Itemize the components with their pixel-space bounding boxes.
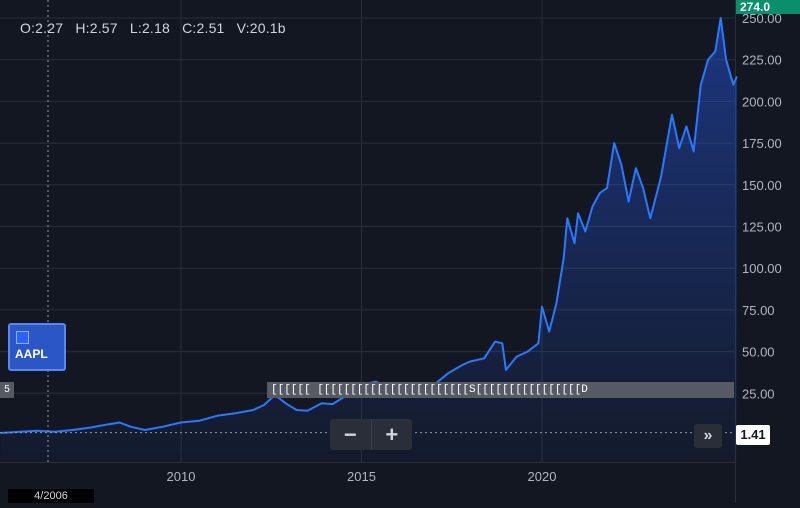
event-marker-strip[interactable]: [[[[[[ [[[[[[[[[[[[[[[[[[[[[[[S[[[[[[[[[… bbox=[267, 382, 734, 398]
zoom-in-button[interactable]: + bbox=[370, 419, 413, 450]
zoom-out-button[interactable]: − bbox=[343, 421, 357, 447]
low-value: L:2.18 bbox=[129, 20, 170, 36]
y-tick-label: 75.00 bbox=[742, 303, 775, 318]
high-value: H:2.57 bbox=[75, 20, 118, 36]
y-tick-label: 100.00 bbox=[742, 261, 782, 276]
open-value: O:2.27 bbox=[20, 20, 64, 36]
price-area-fill bbox=[0, 18, 737, 462]
y-tick-label: 50.00 bbox=[742, 345, 775, 360]
y-tick-label: 225.00 bbox=[742, 53, 782, 68]
zoom-controls: − + bbox=[330, 419, 412, 450]
left-marker-stub: 5 bbox=[0, 382, 14, 398]
close-value: C:2.51 bbox=[182, 20, 225, 36]
x-tick-label: 2020 bbox=[528, 469, 557, 484]
y-tick-label: 175.00 bbox=[742, 136, 782, 151]
crosshair-value-tag: 1.41 bbox=[736, 425, 770, 445]
symbol-badge[interactable]: AAPL bbox=[8, 323, 66, 371]
series-color-icon bbox=[16, 331, 29, 344]
price-line bbox=[0, 17, 738, 434]
x-tick-label: 2010 bbox=[167, 469, 196, 484]
x-tick-label: 2015 bbox=[347, 469, 376, 484]
crosshair-date-tag: 4/2006 bbox=[8, 489, 94, 503]
last-price-tag: 274.0 bbox=[736, 0, 800, 14]
ohlc-legend: O:2.27 H:2.57 L:2.18 C:2.51 V:20.1b bbox=[20, 20, 294, 36]
y-tick-label: 125.00 bbox=[742, 220, 782, 235]
y-tick-label: 200.00 bbox=[742, 94, 782, 109]
y-tick-label: 25.00 bbox=[742, 386, 775, 401]
y-tick-label: 250.00 bbox=[742, 11, 782, 26]
scroll-to-latest-button[interactable]: » bbox=[694, 424, 722, 448]
y-tick-label: 150.00 bbox=[742, 178, 782, 193]
symbol-label: AAPL bbox=[15, 347, 48, 361]
volume-value: V:20.1b bbox=[236, 20, 286, 36]
